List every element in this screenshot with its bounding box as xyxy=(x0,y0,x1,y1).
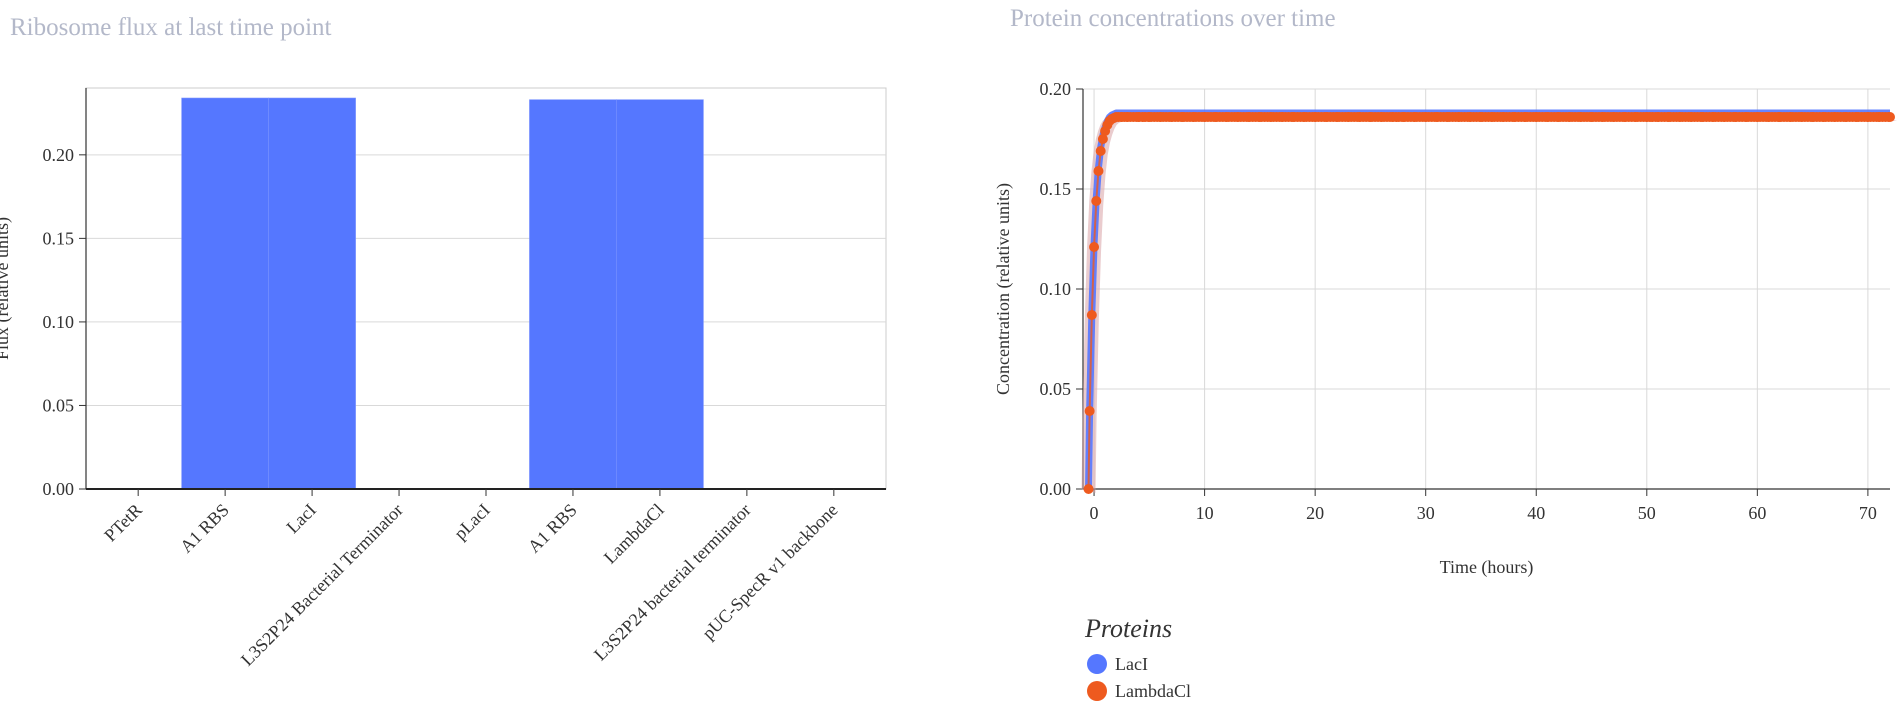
flux-x-tick-label: LacI xyxy=(282,500,319,537)
flux-x-tick-label: PTetR xyxy=(100,500,146,546)
protein-x-tick-label: 10 xyxy=(1196,503,1214,523)
lambdacl-data-point xyxy=(1097,134,1108,144)
lambdacl-data-point xyxy=(1883,112,1894,122)
protein-x-tick-label: 70 xyxy=(1859,503,1877,523)
protein-y-tick-label: 0.00 xyxy=(1040,479,1072,499)
protein-y-tick-label: 0.10 xyxy=(1040,279,1072,299)
legend-label: LacI xyxy=(1115,654,1148,674)
protein-x-tick-label: 20 xyxy=(1306,503,1324,523)
flux-x-tick-label: A1 RBS xyxy=(524,500,581,557)
flux-x-tick-label: A1 RBS xyxy=(176,500,233,557)
legend-swatch xyxy=(1087,681,1107,701)
protein-x-tick-label: 30 xyxy=(1417,503,1435,523)
protein-confidence-band xyxy=(1081,117,1897,493)
protein-x-tick-label: 60 xyxy=(1748,503,1766,523)
protein-y-tick-label: 0.20 xyxy=(1040,79,1072,99)
protein-y-tick-label: 0.05 xyxy=(1040,379,1072,399)
protein-x-tick-label: 50 xyxy=(1638,503,1656,523)
protein-x-tick-label: 0 xyxy=(1090,503,1099,523)
lambdacl-data-point xyxy=(1095,146,1106,156)
legend-label: LambdaCl xyxy=(1115,681,1191,701)
flux-x-tick-label: pLacI xyxy=(450,500,494,544)
flux-y-axis-label: Flux (relative units) xyxy=(0,217,13,360)
lambdacl-data-point xyxy=(1093,166,1104,176)
protein-legend: Proteins LacI LambdaCl xyxy=(1084,614,1191,701)
protein-y-tick-label: 0.15 xyxy=(1040,179,1072,199)
protein-y-axis-label: Concentration (relative units) xyxy=(993,183,1014,395)
flux-x-tick-label: L3S2P24 Bacterial Terminator xyxy=(237,500,407,670)
flux-y-tick-label: 0.05 xyxy=(43,395,75,415)
laci-series-line xyxy=(1085,109,1890,490)
flux-y-tick-label: 0.00 xyxy=(43,479,75,499)
protein-x-axis-label: Time (hours) xyxy=(1440,557,1534,578)
flux-bar xyxy=(616,99,704,490)
flux-bar xyxy=(529,99,617,490)
flux-bar xyxy=(268,97,356,490)
flux-chart-title: Ribosome flux at last time point xyxy=(10,14,332,41)
lambdacl-series-line xyxy=(1087,116,1890,490)
lambdacl-data-point xyxy=(1089,242,1100,252)
lambdacl-data-point xyxy=(1084,406,1095,416)
flux-x-tick-label: LambdaCl xyxy=(600,500,668,568)
flux-y-tick-label: 0.10 xyxy=(43,312,75,332)
flux-y-tick-label: 0.15 xyxy=(43,228,75,248)
lambdacl-data-point xyxy=(1086,310,1097,320)
protein-line-chart: 0.00 0.05 0.10 0.15 0.20 0 10 20 30 40 50 60 70 Time … xyxy=(993,79,1897,701)
lambdacl-data-point xyxy=(1083,484,1094,494)
flux-x-tick-label: L3S2P24 bacterial terminator xyxy=(590,500,755,665)
legend-swatch xyxy=(1087,654,1107,674)
flux-bar xyxy=(181,97,269,490)
protein-x-tick-label: 40 xyxy=(1527,503,1545,523)
legend-title: Proteins xyxy=(1084,614,1172,643)
lambdacl-data-point xyxy=(1091,196,1102,206)
flux-y-tick-label: 0.20 xyxy=(43,145,75,165)
protein-chart-title: Protein concentrations over time xyxy=(1010,5,1336,32)
